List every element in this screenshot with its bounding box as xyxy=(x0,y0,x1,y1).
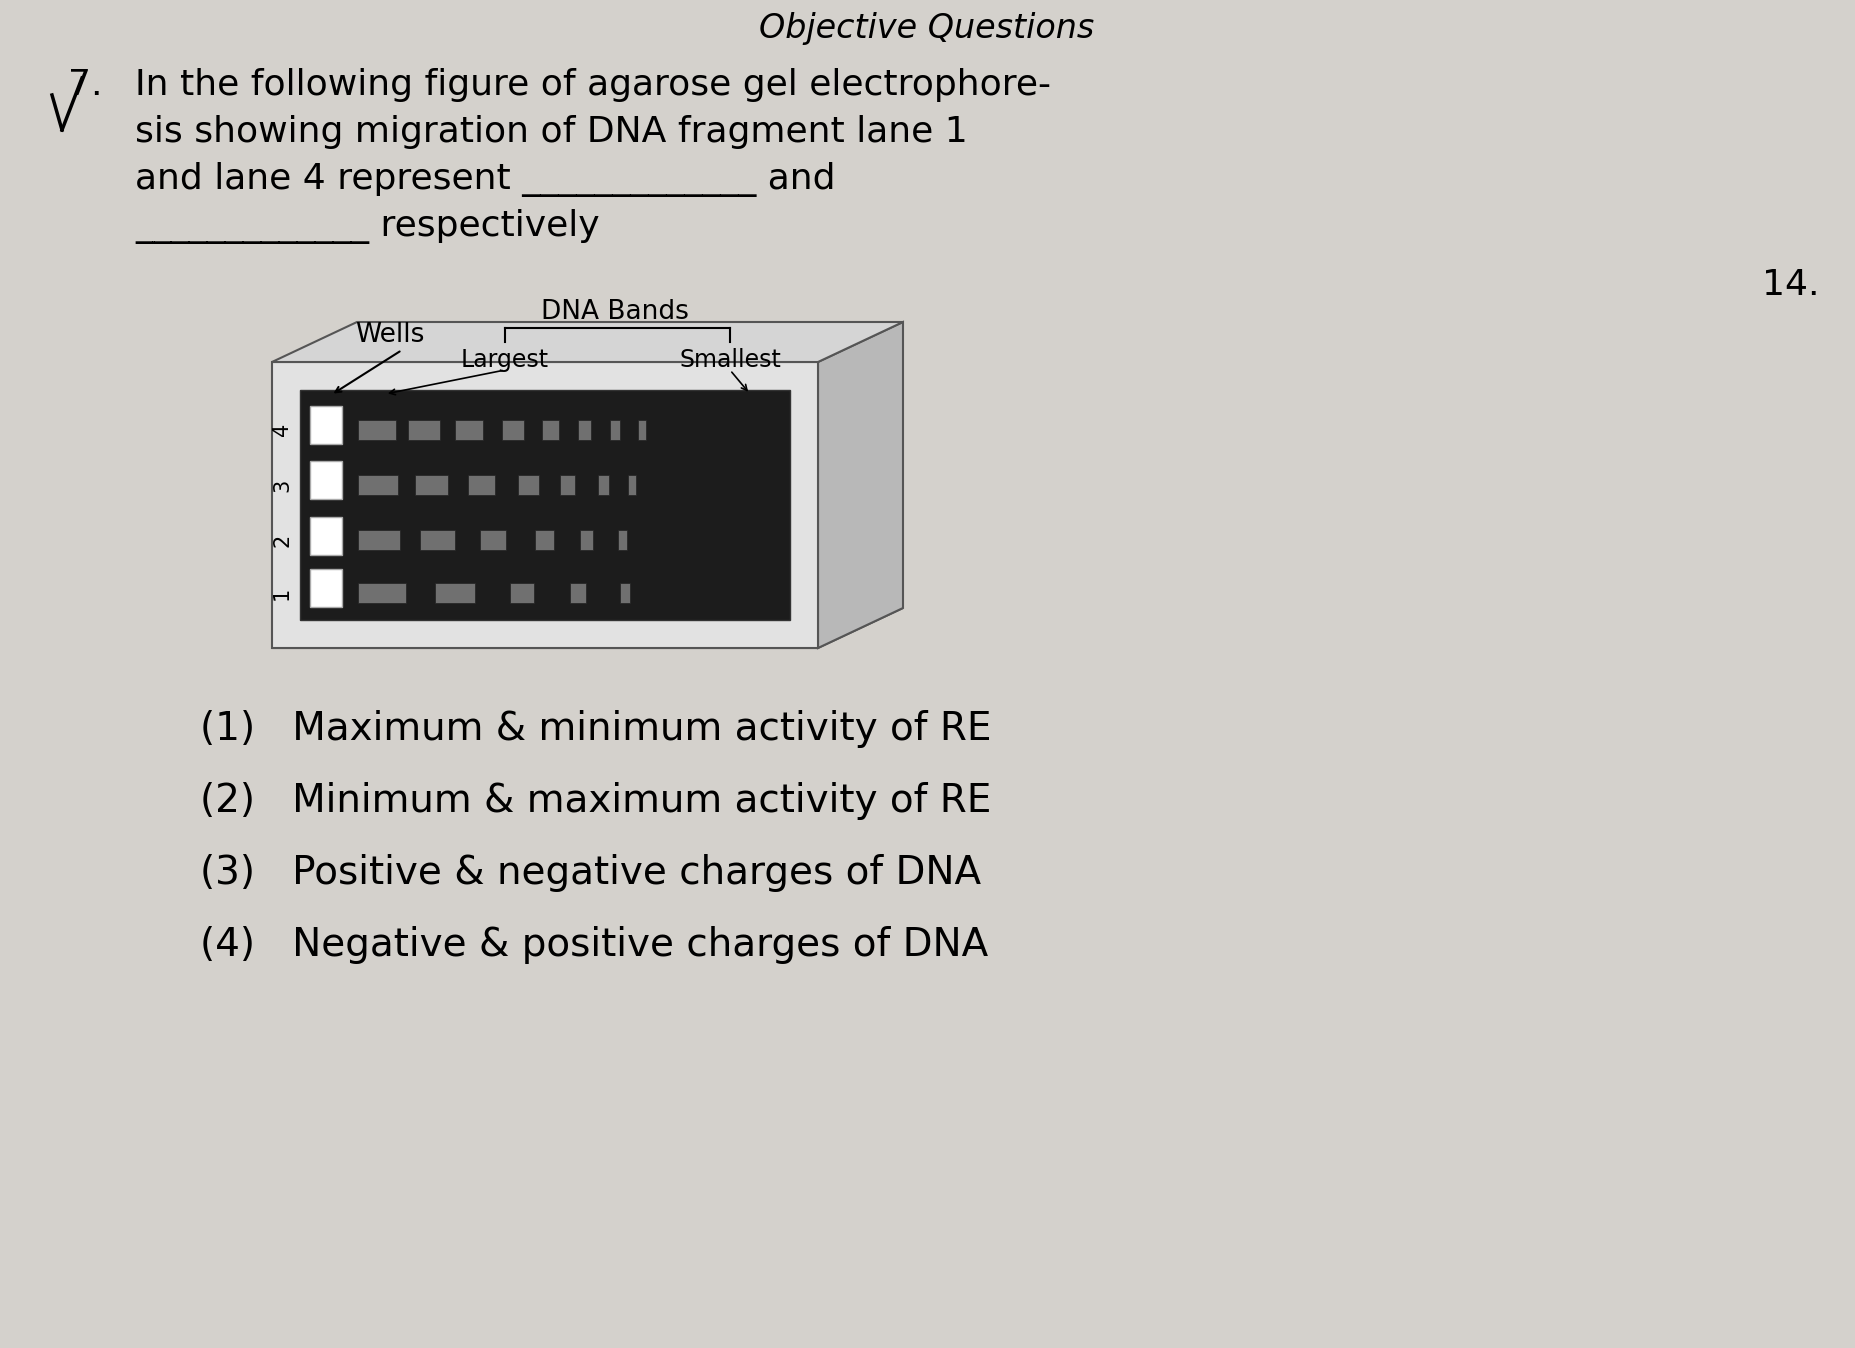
Bar xyxy=(597,474,608,495)
Bar xyxy=(310,406,341,443)
Text: In the following figure of agarose gel electrophore-: In the following figure of agarose gel e… xyxy=(135,67,1052,102)
Bar xyxy=(310,569,341,608)
Bar xyxy=(534,530,555,550)
Text: sis showing migration of DNA fragment lane 1: sis showing migration of DNA fragment la… xyxy=(135,115,968,150)
Bar xyxy=(419,530,454,550)
Bar xyxy=(408,419,440,439)
Bar xyxy=(581,530,594,550)
Bar xyxy=(310,516,341,554)
Bar xyxy=(358,474,399,495)
Bar xyxy=(542,419,558,439)
Bar xyxy=(416,474,449,495)
Bar xyxy=(579,419,592,439)
Bar xyxy=(503,419,523,439)
Text: _____________ respectively: _____________ respectively xyxy=(135,209,599,244)
Text: and lane 4 represent _____________ and: and lane 4 represent _____________ and xyxy=(135,162,835,197)
Text: Smallest: Smallest xyxy=(679,348,781,372)
Text: Wells: Wells xyxy=(356,322,425,348)
Text: 2: 2 xyxy=(273,534,291,547)
Polygon shape xyxy=(818,322,903,648)
Polygon shape xyxy=(273,608,903,648)
Bar xyxy=(560,474,575,495)
Bar xyxy=(510,582,534,603)
Bar xyxy=(310,461,341,499)
Bar xyxy=(610,419,620,439)
Text: DNA Bands: DNA Bands xyxy=(542,299,688,325)
Text: 3: 3 xyxy=(273,479,291,492)
Bar xyxy=(518,474,540,495)
Text: (1)   Maximum & minimum activity of RE: (1) Maximum & minimum activity of RE xyxy=(200,710,992,748)
Text: Largest: Largest xyxy=(460,348,549,372)
Bar xyxy=(358,582,406,603)
Bar xyxy=(358,419,395,439)
Bar xyxy=(436,582,475,603)
Text: 1: 1 xyxy=(273,586,291,600)
Polygon shape xyxy=(273,322,903,363)
Bar xyxy=(569,582,586,603)
Text: (3)   Positive & negative charges of DNA: (3) Positive & negative charges of DNA xyxy=(200,855,981,892)
Text: 4: 4 xyxy=(273,423,291,437)
Bar xyxy=(358,530,401,550)
Text: 7.: 7. xyxy=(69,67,102,102)
Bar xyxy=(618,530,627,550)
Polygon shape xyxy=(301,390,790,620)
Text: 14.: 14. xyxy=(1762,268,1820,302)
Text: (2)   Minimum & maximum activity of RE: (2) Minimum & maximum activity of RE xyxy=(200,782,991,820)
Bar xyxy=(467,474,495,495)
Bar xyxy=(454,419,482,439)
Bar xyxy=(638,419,646,439)
Text: (4)   Negative & positive charges of DNA: (4) Negative & positive charges of DNA xyxy=(200,926,989,964)
Bar xyxy=(620,582,631,603)
Bar xyxy=(629,474,636,495)
Polygon shape xyxy=(273,363,818,648)
Bar xyxy=(480,530,506,550)
Text: Objective Questions: Objective Questions xyxy=(759,12,1094,44)
